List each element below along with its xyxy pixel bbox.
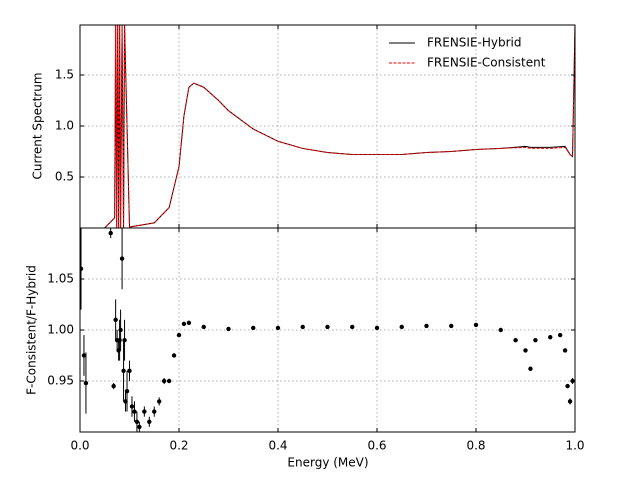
data-point — [166, 378, 172, 384]
data-point — [251, 325, 256, 331]
data-line — [80, 25, 575, 228]
data-point — [152, 409, 157, 414]
y-tick-label: 1.00 — [47, 323, 74, 337]
data-point — [424, 323, 429, 329]
data-point — [528, 366, 533, 371]
data-point — [275, 325, 281, 331]
data-point — [157, 399, 162, 404]
data-point — [513, 338, 518, 343]
data-point — [147, 419, 152, 424]
y-tick-label: 1.05 — [47, 272, 74, 286]
data-point — [186, 320, 192, 326]
data-point — [119, 256, 125, 261]
y-tick-label: 0.95 — [47, 374, 74, 388]
y-tick-label: 1.0 — [55, 118, 74, 132]
data-point — [548, 334, 553, 340]
data-point — [118, 327, 123, 333]
data-point — [449, 323, 454, 329]
legend-label: FRENSIE-Consistent — [427, 56, 546, 70]
x-tick-label: 0.2 — [169, 439, 188, 453]
data-point — [567, 399, 573, 404]
data-point — [137, 424, 142, 430]
data-point — [122, 338, 127, 343]
y-tick-label: 1.5 — [55, 67, 74, 81]
data-point — [533, 338, 538, 343]
x-tick-label: 1.0 — [565, 439, 584, 453]
data-point — [142, 409, 147, 414]
x-tick-label: 0.8 — [466, 439, 485, 453]
data-point — [374, 325, 380, 331]
data-point — [350, 324, 355, 330]
x-tick-label: 0.0 — [70, 439, 89, 453]
plot-area — [80, 228, 575, 432]
data-point — [226, 326, 231, 332]
data-point — [498, 327, 503, 333]
data-point — [201, 324, 206, 330]
data-point — [111, 383, 116, 389]
data-point — [325, 324, 330, 330]
data-point — [171, 353, 177, 358]
x-axis-label: Energy (MeV) — [287, 456, 368, 470]
data-point — [81, 353, 87, 358]
data-point — [113, 317, 118, 322]
y-axis-label: Current Spectrum — [31, 72, 45, 179]
legend-label: FRENSIE-Hybrid — [427, 36, 522, 50]
data-point — [80, 266, 84, 271]
data-point — [565, 383, 570, 389]
data-point — [83, 380, 89, 386]
data-point — [134, 419, 140, 424]
data-point — [473, 322, 479, 328]
data-point — [523, 348, 528, 353]
data-point — [557, 332, 563, 338]
data-point — [562, 348, 568, 353]
data-point — [121, 368, 126, 373]
data-point — [129, 404, 135, 409]
x-tick-label: 0.4 — [268, 439, 287, 453]
data-point — [124, 389, 130, 394]
data-point — [108, 230, 113, 236]
x-tick-label: 0.6 — [367, 439, 386, 453]
data-point — [161, 378, 167, 384]
data-point — [300, 324, 305, 330]
data-point — [117, 338, 122, 343]
y-tick-label: 0.5 — [55, 169, 74, 183]
y-axis-label: F-Consistent/F-Hybrid — [25, 265, 39, 395]
data-point — [132, 409, 137, 414]
data-point — [399, 324, 404, 330]
data-point — [127, 368, 132, 373]
data-point — [176, 332, 182, 338]
plot-area — [80, 25, 575, 228]
axes-frame — [79, 227, 576, 433]
data-point — [181, 321, 187, 327]
